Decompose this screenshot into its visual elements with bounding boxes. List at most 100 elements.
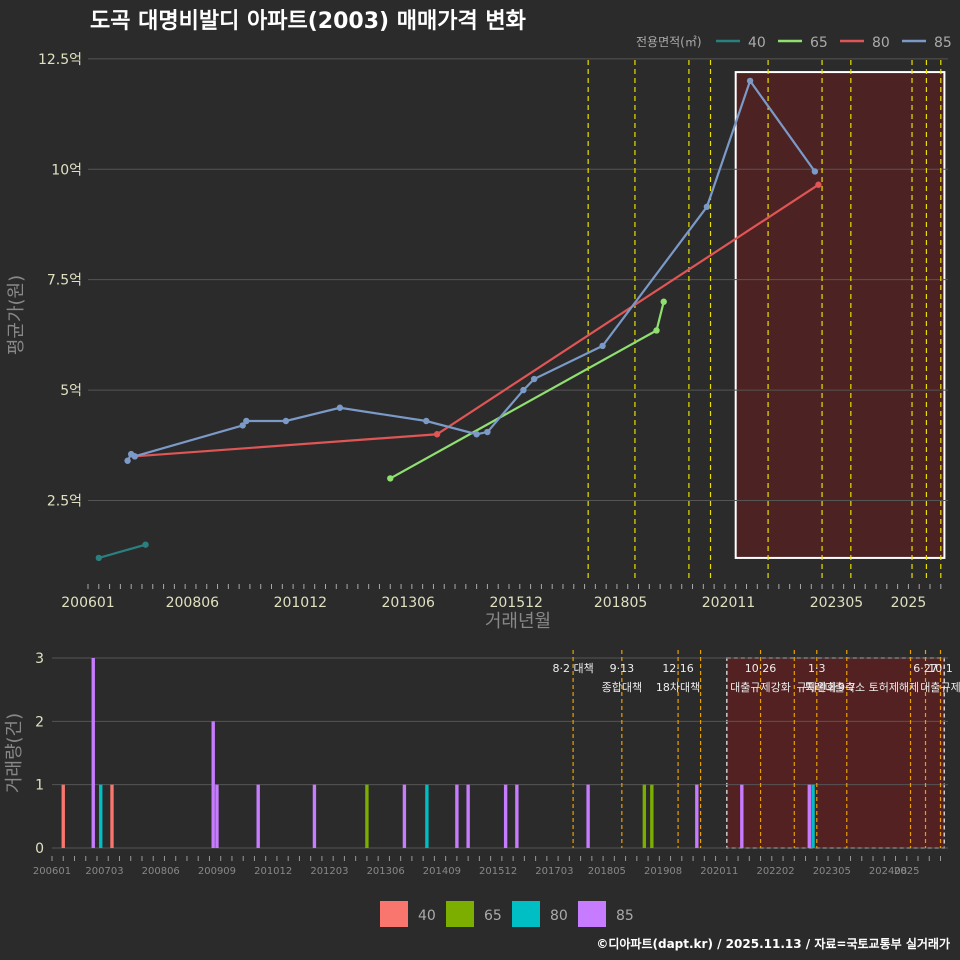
volume-x-tick-label: 200703 bbox=[85, 866, 123, 877]
volume-bar-85 bbox=[256, 784, 260, 848]
policy-annotation-date: 12·16 bbox=[662, 662, 694, 675]
x-tick-label: 200806 bbox=[166, 595, 220, 611]
data-point-65 bbox=[653, 327, 660, 334]
x-tick-label: 201512 bbox=[489, 595, 542, 611]
volume-x-tick-label: 202202 bbox=[756, 866, 794, 877]
volume-y-tick-label: 2 bbox=[35, 714, 44, 730]
policy-annotation-label: 특례대출축소 토허제해제 bbox=[804, 680, 919, 694]
volume-bar-80 bbox=[425, 784, 429, 848]
policy-annotation-date: 9·13 bbox=[610, 662, 635, 675]
volume-x-tick-label: 201805 bbox=[588, 866, 626, 877]
y-tick-label: 5억 bbox=[60, 383, 82, 399]
data-point-85 bbox=[530, 375, 538, 383]
volume-bar-85 bbox=[91, 658, 95, 848]
data-point-85 bbox=[703, 203, 711, 210]
volume-bar-85 bbox=[466, 784, 470, 848]
legend-label-65: 65 bbox=[810, 35, 828, 51]
volume-bar-65 bbox=[650, 784, 654, 848]
y-tick-label: 12.5억 bbox=[38, 52, 82, 68]
data-point-85 bbox=[131, 453, 138, 460]
data-point-85 bbox=[473, 431, 480, 438]
volume-x-tick-label: 201703 bbox=[535, 866, 573, 877]
policy-annotation-label: 종합대책 bbox=[602, 681, 642, 694]
legend-label-80: 80 bbox=[872, 35, 890, 51]
policy-annotation-date: 8·2 대책 bbox=[552, 662, 593, 675]
data-point-40 bbox=[142, 541, 149, 548]
volume-bar-80 bbox=[99, 784, 103, 848]
volume-x-tick-label: 201908 bbox=[644, 866, 682, 877]
volume-bar-40 bbox=[110, 784, 114, 848]
policy-annotation-date: 10·1 bbox=[928, 662, 953, 675]
x-tick-label: 202011 bbox=[702, 595, 755, 611]
data-point-80 bbox=[433, 431, 441, 438]
bar-legend-label-65: 65 bbox=[484, 908, 502, 924]
x-axis-title: 거래년월 bbox=[485, 611, 551, 632]
x-tick-label: 201306 bbox=[382, 595, 436, 611]
source-caption: ©디아파트(dapt.kr) / 2025.11.13 / 자료=국토교통부 실… bbox=[596, 936, 950, 951]
volume-bar-85 bbox=[503, 784, 508, 848]
volume-bar-85 bbox=[740, 784, 744, 848]
policy-annotation-date: 10·26 bbox=[745, 662, 777, 675]
volume-bar-65 bbox=[365, 784, 369, 848]
policy-annotation-date: 6·27 bbox=[913, 662, 938, 675]
y-tick-label: 7.5억 bbox=[47, 273, 82, 289]
volume-bar-85 bbox=[515, 784, 519, 848]
policy-annotation-date: 1·3 bbox=[808, 662, 826, 675]
volume-x-tick-label: 200601 bbox=[33, 866, 71, 877]
volume-bar-chart: 0 1 2 3 200601 200703 200806 200909 201012 201203… bbox=[4, 650, 960, 877]
legend-title: 전용면적(㎡) bbox=[636, 35, 702, 49]
data-point-40 bbox=[95, 554, 102, 562]
y-tick-label: 2.5억 bbox=[47, 494, 82, 510]
data-point-85 bbox=[520, 386, 527, 394]
volume-bar-85 bbox=[695, 784, 699, 848]
volume-bar-85 bbox=[455, 784, 459, 848]
policy-annotation-label: 9·7 bbox=[838, 681, 856, 694]
series-line-40 bbox=[98, 543, 146, 559]
volume-x-tick-label: 201012 bbox=[254, 866, 292, 877]
data-point-65 bbox=[660, 298, 667, 305]
volume-bar-85 bbox=[312, 784, 317, 848]
chart-title: 도곡 대명비발디 아파트(2003) 매매가격 변화 bbox=[90, 9, 526, 34]
data-point-85 bbox=[124, 457, 131, 464]
legend-label-85: 85 bbox=[934, 35, 952, 51]
x-tick-label: 201012 bbox=[274, 595, 327, 611]
bar-legend-key-80 bbox=[512, 901, 540, 927]
volume-x-tick-label: 201512 bbox=[479, 866, 517, 877]
data-point-85 bbox=[243, 417, 250, 425]
volume-x-tick-label: 2025 bbox=[894, 866, 919, 877]
volume-x-tick-label: 202408 bbox=[869, 866, 907, 877]
bar-legend-label-80: 80 bbox=[550, 908, 568, 924]
volume-x-tick-label: 200909 bbox=[198, 866, 236, 877]
data-point-85 bbox=[484, 428, 491, 436]
volume-x-tick-label: 201306 bbox=[367, 866, 405, 877]
volume-y-tick-label: 3 bbox=[35, 651, 44, 667]
bar-legend-label-85: 85 bbox=[616, 908, 634, 924]
volume-bar-85 bbox=[215, 784, 219, 848]
legend-label-40: 40 bbox=[748, 35, 766, 51]
policy-annotation-label: 규제완화 bbox=[797, 681, 837, 694]
volume-bar-85 bbox=[586, 784, 590, 848]
x-tick-label: 201805 bbox=[594, 595, 647, 611]
data-point-80 bbox=[815, 181, 822, 188]
data-point-85 bbox=[423, 417, 430, 425]
volume-x-tick-label: 201203 bbox=[310, 866, 348, 877]
data-point-85 bbox=[599, 342, 606, 350]
price-line-chart: 2.5억 5억 7.5억 10억 12.5억 200601 200806 201012 2013… bbox=[6, 35, 952, 632]
bar-legend-label-40: 40 bbox=[418, 908, 436, 924]
bar-legend: 40 65 80 85 bbox=[380, 901, 634, 927]
policy-annotation-label: 대출규제 bbox=[920, 681, 960, 694]
x-tick-label: 202305 bbox=[810, 595, 863, 611]
volume-bar-80 bbox=[811, 784, 815, 848]
bar-legend-key-40 bbox=[380, 901, 408, 927]
data-point-85 bbox=[811, 168, 819, 175]
volume-y-tick-label: 0 bbox=[35, 841, 44, 857]
volume-bar-40 bbox=[61, 784, 65, 848]
volume-x-tick-label: 202305 bbox=[813, 866, 851, 877]
data-point-85 bbox=[282, 417, 290, 425]
data-point-85 bbox=[239, 422, 246, 429]
bar-legend-key-85 bbox=[578, 901, 606, 927]
policy-annotation-label: 대출규제강화 bbox=[730, 681, 791, 694]
data-point-85 bbox=[336, 404, 344, 411]
highlight-region bbox=[734, 71, 946, 559]
